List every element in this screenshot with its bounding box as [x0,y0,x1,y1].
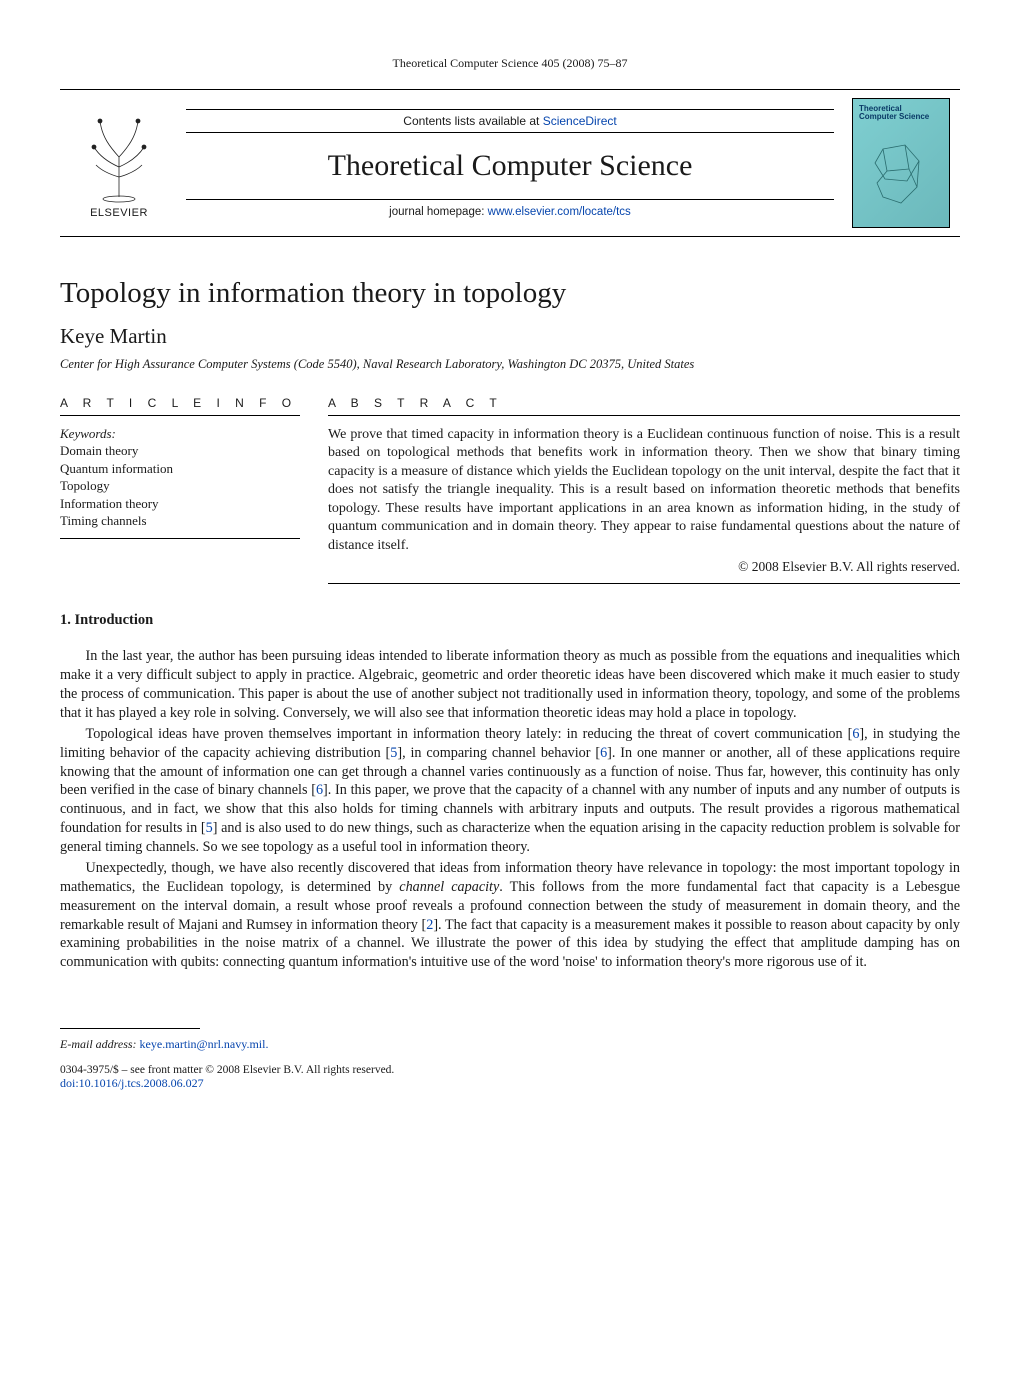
keyword-item: Topology [60,477,300,495]
doi-link[interactable]: doi:10.1016/j.tcs.2008.06.027 [60,1076,204,1090]
cover-label-line2: Computer Science [859,112,929,121]
citation-link[interactable]: 2 [426,917,433,933]
article-info-column: A R T I C L E I N F O Keywords: Domain t… [60,396,300,584]
footnote-rule [60,1028,200,1029]
contents-prefix: Contents lists available at [403,114,542,128]
info-abstract-row: A R T I C L E I N F O Keywords: Domain t… [60,396,960,584]
author-affiliation: Center for High Assurance Computer Syste… [60,357,960,372]
page-root: Theoretical Computer Science 405 (2008) … [0,0,1020,1131]
journal-cover-label: Theoretical Computer Science [859,105,929,122]
citation-link[interactable]: 6 [600,745,607,761]
abstract-text: We prove that timed capacity in informat… [328,426,960,555]
footer-block: E-mail address: keye.martin@nrl.navy.mil… [60,1028,960,1091]
author-name: Keye Martin [60,324,960,349]
masthead: ELSEVIER Contents lists available at Sci… [60,89,960,237]
italic-term: channel capacity [399,879,499,895]
citation-link[interactable]: 6 [852,726,859,742]
corresponding-email-line: E-mail address: keye.martin@nrl.navy.mil… [60,1037,960,1052]
abstract-column: A B S T R A C T We prove that timed capa… [328,396,960,584]
doi-line: doi:10.1016/j.tcs.2008.06.027 [60,1076,960,1091]
keyword-item: Timing channels [60,512,300,530]
journal-homepage-link[interactable]: www.elsevier.com/locate/tcs [488,206,631,218]
body-paragraph: Topological ideas have proven themselves… [60,725,960,857]
publisher-name: ELSEVIER [90,207,148,219]
keyword-item: Information theory [60,495,300,513]
email-link[interactable]: keye.martin@nrl.navy.mil. [140,1037,269,1051]
info-bottom-rule [60,538,300,539]
abstract-copyright: © 2008 Elsevier B.V. All rights reserved… [328,559,960,584]
citation-link[interactable]: 6 [316,782,323,798]
front-matter-line: 0304-3975/$ – see front matter © 2008 El… [60,1064,960,1076]
article-title: Topology in information theory in topolo… [60,277,960,310]
journal-cover-thumb: Theoretical Computer Science [852,98,950,228]
publisher-logo: ELSEVIER [80,107,158,219]
masthead-center: Contents lists available at ScienceDirec… [178,90,842,236]
keyword-item: Domain theory [60,442,300,460]
journal-cover-block: Theoretical Computer Science [842,90,960,236]
email-label: E-mail address: [60,1037,140,1051]
elsevier-tree-icon [80,107,158,203]
keywords-list: Domain theoryQuantum informationTopology… [60,442,300,530]
homepage-prefix: journal homepage: [389,206,487,218]
running-head: Theoretical Computer Science 405 (2008) … [60,56,960,71]
publisher-logo-block: ELSEVIER [60,90,178,236]
body-paragraphs: In the last year, the author has been pu… [60,647,960,972]
body-paragraph: Unexpectedly, though, we have also recen… [60,859,960,972]
contents-lists-line: Contents lists available at ScienceDirec… [186,109,834,133]
keywords-label: Keywords: [60,426,300,442]
keyword-item: Quantum information [60,460,300,478]
cover-art-icon [863,141,939,221]
body-paragraph: In the last year, the author has been pu… [60,647,960,723]
article-info-heading: A R T I C L E I N F O [60,396,300,416]
sciencedirect-link[interactable]: ScienceDirect [543,114,617,128]
section-heading-introduction: 1. Introduction [60,612,960,629]
abstract-heading: A B S T R A C T [328,396,960,416]
citation-link[interactable]: 5 [390,745,397,761]
journal-homepage-line: journal homepage: www.elsevier.com/locat… [186,199,834,218]
journal-title: Theoretical Computer Science [328,149,693,183]
citation-link[interactable]: 5 [206,820,213,836]
